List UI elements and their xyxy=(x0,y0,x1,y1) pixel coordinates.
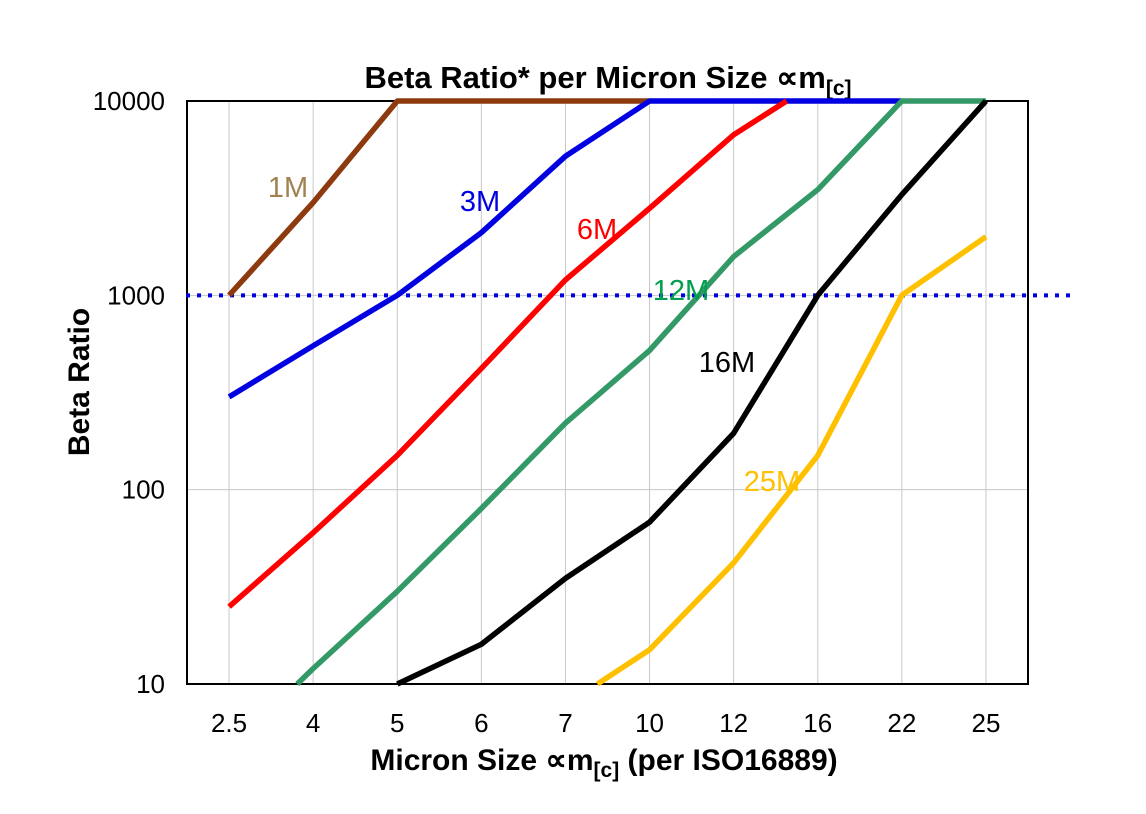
y-tick-label: 10000 xyxy=(93,86,165,116)
series-label-16m: 16M xyxy=(699,347,755,379)
series-line-3m xyxy=(227,98,902,400)
series-line-25m xyxy=(595,234,988,687)
y-tick-label: 100 xyxy=(122,475,165,505)
chart-title-subscript: [c] xyxy=(825,77,852,100)
x-tick-label: 2.5 xyxy=(211,708,247,738)
series-label-6m: 6M xyxy=(577,214,617,246)
series-line-16m xyxy=(396,99,988,687)
x-tick-label: 10 xyxy=(635,708,664,738)
series-label-12m: 12M xyxy=(653,275,709,307)
x-tick-label: 5 xyxy=(390,708,404,738)
x-axis-title-subscript: [c] xyxy=(593,759,620,782)
x-axis-title: Micron Size ∝m[c] (per ISO16889) xyxy=(370,743,837,783)
x-axis-title-suffix: (per ISO16889) xyxy=(619,744,838,777)
x-tick-label: 12 xyxy=(719,708,748,738)
chart-title: Beta Ratio* per Micron Size ∝m[c] xyxy=(364,60,851,101)
y-tick-label: 1000 xyxy=(107,280,165,310)
chart-title-text: Beta Ratio* per Micron Size ∝m xyxy=(364,60,826,95)
x-axis-title-text: Micron Size ∝m xyxy=(370,744,594,777)
x-tick-label: 22 xyxy=(887,708,916,738)
x-tick-label: 25 xyxy=(971,708,1000,738)
y-tick-label: 10 xyxy=(136,669,165,699)
x-tick-label: 7 xyxy=(558,708,572,738)
series-label-1m: 1M xyxy=(268,172,308,204)
series-label-3m: 3M xyxy=(460,186,500,218)
x-tick-label: 6 xyxy=(474,708,488,738)
x-tick-label: 16 xyxy=(803,708,832,738)
series-line-1m xyxy=(227,98,650,298)
series-line-6m xyxy=(227,98,789,609)
series-label-25m: 25M xyxy=(744,466,800,498)
series-line-12m xyxy=(295,98,986,686)
x-tick-label: 4 xyxy=(306,708,320,738)
